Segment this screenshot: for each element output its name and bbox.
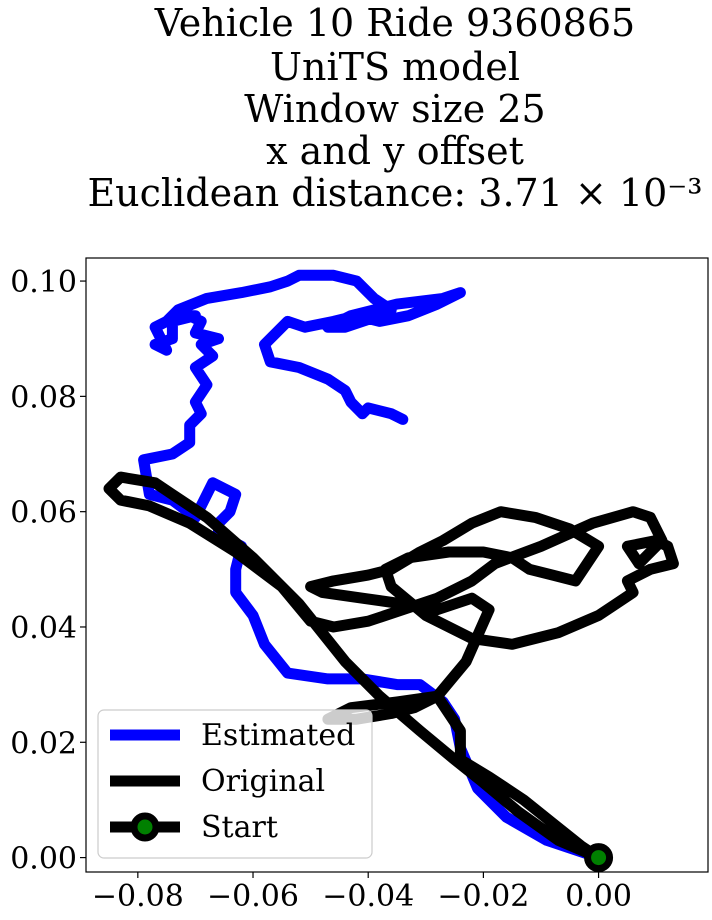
- series-line-estimated: [138, 269, 605, 864]
- x-axis: −0.08 −0.06 −0.04 −0.02 0.00: [92, 872, 632, 914]
- chart-title: Vehicle 10 Ride 9360865 UniTS model Wind…: [87, 1, 702, 215]
- x-tick-label: −0.02: [437, 879, 529, 914]
- y-tick-label: 0.06: [10, 496, 77, 531]
- x-tick-label: −0.08: [92, 879, 184, 914]
- legend-label-estimated: Estimated: [201, 718, 355, 753]
- start-marker: [584, 843, 614, 873]
- x-tick-label: −0.04: [322, 879, 414, 914]
- plot-frame: [85, 257, 709, 873]
- plot-area: [85, 257, 709, 873]
- title-line-3: Window size 25: [244, 87, 545, 131]
- legend-label-start: Start: [201, 810, 278, 845]
- y-tick-label: 0.08: [10, 380, 77, 415]
- y-axis: 0.00 0.02 0.04 0.06 0.08 0.10: [10, 265, 86, 877]
- title-line-4: x and y offset: [266, 129, 524, 173]
- legend: Estimated Original Start: [97, 709, 373, 859]
- series-layer: [103, 269, 679, 864]
- marker-layer: [584, 843, 614, 873]
- title-line-2: UniTS model: [270, 45, 520, 89]
- title-line-1: Vehicle 10 Ride 9360865: [154, 1, 635, 45]
- legend-frame: [97, 709, 373, 859]
- legend-start-marker: [130, 812, 160, 842]
- y-tick-label: 0.04: [10, 611, 77, 646]
- title-line-5: Euclidean distance: 3.71 × 10⁻³: [87, 171, 702, 215]
- x-tick-label: −0.06: [207, 879, 299, 914]
- series-line-original: [103, 471, 679, 864]
- y-tick-label: 0.02: [10, 726, 77, 761]
- y-tick-label: 0.10: [10, 265, 77, 300]
- x-tick-label: 0.00: [565, 879, 632, 914]
- y-tick-label: 0.00: [10, 842, 77, 877]
- legend-label-original: Original: [201, 764, 325, 799]
